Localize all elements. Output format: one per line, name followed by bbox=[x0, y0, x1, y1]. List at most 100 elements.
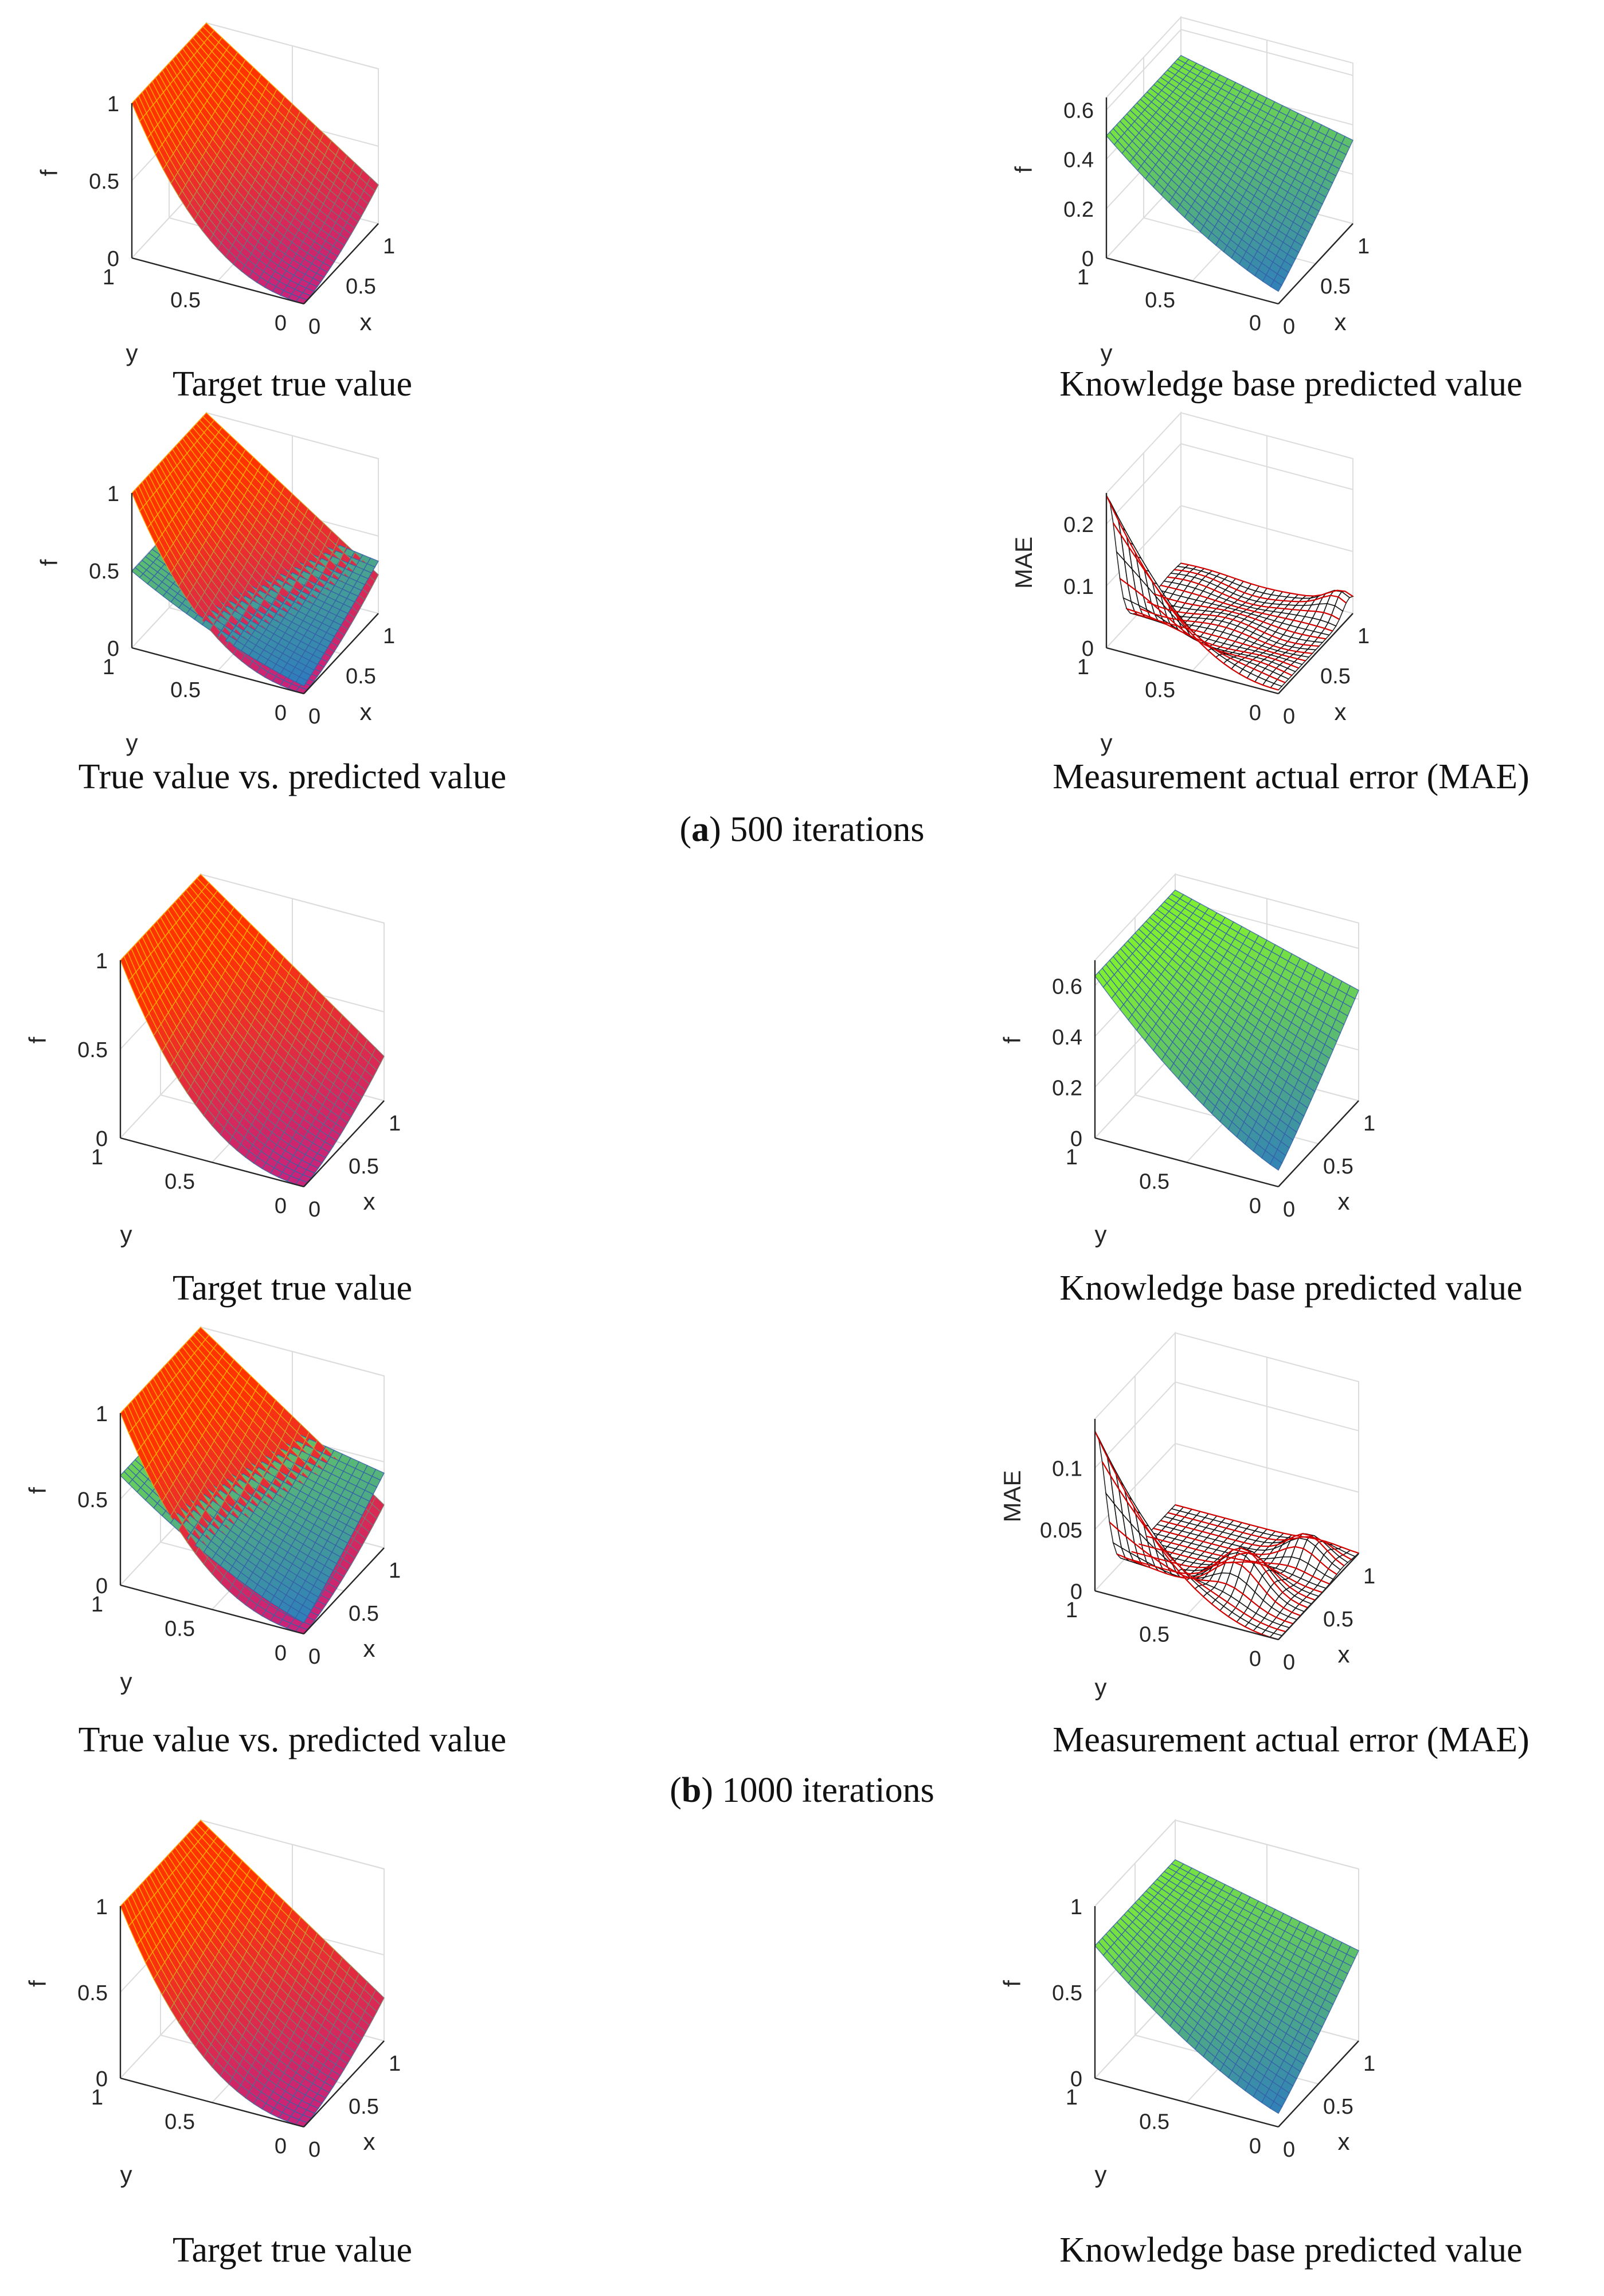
caption-a1: Target true value bbox=[173, 365, 412, 404]
z-tick-label: 1 bbox=[107, 92, 119, 116]
z-tick-label: 0.6 bbox=[1063, 99, 1094, 123]
axis-frame bbox=[131, 493, 379, 695]
caption-a4: Measurement actual error (MAE) bbox=[1053, 757, 1529, 796]
x-axis-title: x bbox=[1338, 1188, 1350, 1215]
z-axis-title: f bbox=[36, 169, 62, 176]
error-edge-line bbox=[1106, 495, 1279, 691]
z-tick-label: 0 bbox=[107, 637, 119, 661]
y-tick-label: 0 bbox=[275, 1641, 287, 1665]
z-tick-label: 0.2 bbox=[1063, 198, 1094, 222]
x-tick-label: 1 bbox=[1357, 234, 1370, 259]
x-axis-title: x bbox=[363, 1635, 375, 1662]
surface-mesh bbox=[1094, 889, 1359, 1171]
x-tick-label: 0 bbox=[308, 315, 320, 339]
y-tick-label: 1 bbox=[91, 1593, 103, 1617]
z-tick-label: 0.2 bbox=[1052, 1076, 1082, 1100]
x-axis-line bbox=[303, 223, 379, 304]
x-tick-label: 0.5 bbox=[346, 275, 376, 299]
error-edges bbox=[1106, 495, 1353, 691]
z-tick-label: 0 bbox=[1070, 1127, 1082, 1151]
x-axis-line bbox=[303, 1547, 385, 1634]
y-axis-line bbox=[120, 1137, 304, 1188]
x-tick-label: 0.5 bbox=[1323, 1155, 1353, 1179]
y-tick-label: 0.5 bbox=[165, 1617, 195, 1641]
y-axis-title: y bbox=[1101, 339, 1113, 366]
y-tick-label: 0.5 bbox=[1139, 1170, 1169, 1194]
x-axis-title: x bbox=[1335, 698, 1347, 725]
error-edge-line bbox=[1147, 601, 1319, 647]
y-tick-label: 1 bbox=[91, 1145, 103, 1169]
z-tick-label: 0 bbox=[107, 247, 119, 271]
error-edge-line bbox=[1112, 522, 1286, 683]
error-edge-line bbox=[1167, 576, 1340, 620]
x-tick-label: 0 bbox=[1283, 1198, 1295, 1222]
z-axis-title: f bbox=[1010, 166, 1037, 173]
y-axis-title: y bbox=[120, 1668, 132, 1695]
surface-cell bbox=[1269, 1156, 1283, 1171]
z-tick-label: 0.5 bbox=[89, 170, 119, 194]
section-a-text: 500 iterations bbox=[721, 810, 925, 849]
y-axis-title: y bbox=[126, 729, 138, 756]
x-tick-label: 1 bbox=[389, 1559, 401, 1583]
x-axis-title: x bbox=[360, 698, 372, 725]
y-axis-line bbox=[1106, 257, 1279, 305]
x-tick-label: 0.5 bbox=[346, 664, 376, 689]
error-edge-line bbox=[1160, 584, 1333, 632]
y-tick-label: 0 bbox=[1249, 701, 1261, 725]
error-edge-line bbox=[1180, 562, 1353, 597]
surface-cell bbox=[295, 676, 308, 687]
x-tick-label: 1 bbox=[383, 624, 395, 648]
z-tick-label: 1 bbox=[107, 482, 119, 506]
x-tick-label: 0.5 bbox=[1320, 664, 1351, 689]
z-tick-label: 0.4 bbox=[1063, 148, 1094, 173]
z-tick-label: 0 bbox=[1082, 247, 1094, 271]
x-axis-line bbox=[303, 1100, 385, 1187]
x-axis-line bbox=[1278, 223, 1353, 304]
y-tick-label: 0 bbox=[275, 701, 287, 725]
surface-cell bbox=[295, 1611, 308, 1624]
surface-mesh bbox=[1106, 54, 1353, 292]
x-tick-label: 0 bbox=[308, 1645, 320, 1669]
y-axis-title: y bbox=[1101, 729, 1113, 756]
z-tick-label: 0.4 bbox=[1052, 1026, 1082, 1050]
y-axis-title: y bbox=[1095, 1221, 1107, 1248]
z-tick-label: 0.1 bbox=[1063, 575, 1094, 599]
x-tick-label: 1 bbox=[389, 1112, 401, 1136]
surface-mesh bbox=[131, 22, 379, 304]
x-tick-label: 0.5 bbox=[349, 1602, 379, 1626]
y-tick-label: 0.5 bbox=[1145, 678, 1175, 702]
y-tick-label: 0.5 bbox=[1145, 288, 1175, 312]
x-tick-label: 0 bbox=[308, 1198, 320, 1222]
axis-frame bbox=[1105, 493, 1353, 695]
z-axis-title: f bbox=[24, 1036, 51, 1043]
z-tick-label: 0.5 bbox=[77, 1488, 108, 1512]
z-tick-label: 1 bbox=[96, 949, 108, 973]
y-axis-title: y bbox=[120, 1221, 132, 1248]
z-tick-label: 0 bbox=[96, 1574, 108, 1598]
y-axis-line bbox=[131, 257, 304, 305]
x-axis-title: x bbox=[363, 1188, 375, 1215]
error-edge-line bbox=[1140, 608, 1313, 654]
y-tick-label: 0 bbox=[1249, 311, 1261, 335]
section-a-letter: a bbox=[691, 810, 710, 849]
surface-mesh bbox=[131, 412, 380, 694]
x-tick-label: 0 bbox=[308, 705, 320, 729]
z-axis-title: f bbox=[36, 559, 62, 566]
section-a-label: (a) 500 iterations bbox=[679, 810, 925, 849]
caption-a2: Knowledge base predicted value bbox=[1059, 365, 1523, 404]
z-tick-label: 0.6 bbox=[1052, 975, 1082, 999]
z-tick-label: 0.2 bbox=[1063, 513, 1094, 537]
y-tick-label: 0.5 bbox=[170, 288, 201, 312]
